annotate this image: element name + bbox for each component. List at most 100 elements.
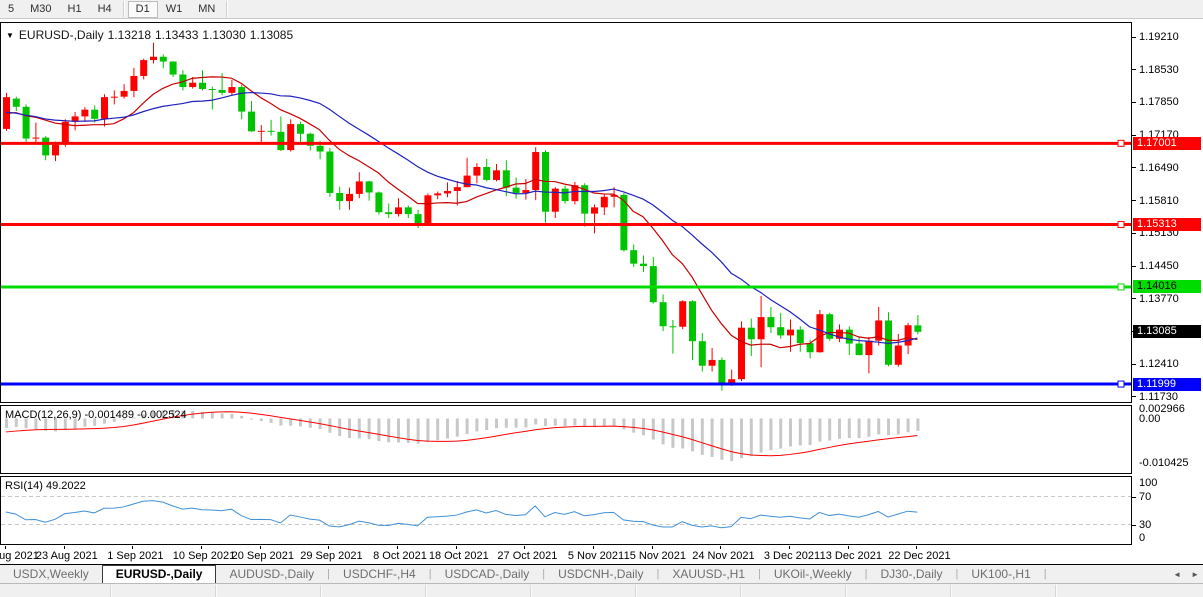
hline-price-label: 1.17001 <box>1133 136 1201 150</box>
status-pane-separator <box>950 585 952 597</box>
macd-indicator-panel[interactable]: MACD(12,26,9) -0.001489 -0.002524 <box>0 405 1132 474</box>
date-tick <box>201 546 202 549</box>
date-label: 5 Nov 2021 <box>567 550 625 562</box>
main-chart-panel[interactable]: ▼ EURUSD-,Daily 1.13218 1.13433 1.13030 1.130… <box>0 22 1132 403</box>
price-axis: 1.19210 1.18530 1.17850 1.17170 1.16490 1.158… <box>1132 22 1203 546</box>
price-tick <box>1132 363 1136 365</box>
hline-price-label: 1.14016 <box>1133 280 1201 294</box>
timeframe-button-mn[interactable]: MN <box>198 2 216 15</box>
date-label: 20 Sep 2021 <box>231 550 294 562</box>
date-tick <box>524 546 526 549</box>
date-label: 3 Dec 2021 <box>763 550 821 562</box>
tab-uk100-h1[interactable]: UK100-,H1 <box>971 567 1031 581</box>
ohlc-open: 1.13218 <box>107 28 151 42</box>
price-tick-label: 1.13770 <box>1139 292 1179 305</box>
date-tick <box>720 546 722 549</box>
timeframe-button-m30[interactable]: M30 <box>30 2 52 15</box>
tab-separator: | <box>656 568 660 580</box>
tab-audusd-daily[interactable]: AUDUSD-,Daily <box>229 567 315 581</box>
hline-price-label: 1.11999 <box>1133 377 1201 391</box>
price-tick <box>1132 167 1136 169</box>
tab-scroll-left-icon[interactable]: ◄ <box>1173 569 1182 579</box>
symbol-dropdown-arrow-icon[interactable]: ▼ <box>6 31 14 40</box>
macd-canvas[interactable] <box>1 406 1131 473</box>
rsi-indicator-panel[interactable]: RSI(14) 49.2022 <box>0 476 1132 545</box>
price-tick <box>1132 298 1136 300</box>
date-tick <box>593 546 594 549</box>
timeframe-button-h1[interactable]: H1 <box>67 2 82 15</box>
timeframe-button-d1[interactable]: D1 <box>127 0 158 18</box>
hline-handle-icon[interactable] <box>1117 221 1125 229</box>
tab-scroll-controls: ◄ ► <box>1173 565 1199 583</box>
date-label: 10 Sep 2021 <box>172 550 236 562</box>
price-tick-label: 1.11730 <box>1139 390 1178 403</box>
tab-scroll-right-icon[interactable]: ► <box>1191 569 1199 579</box>
price-tick-label: 1.15810 <box>1139 194 1179 207</box>
macd-axis-label: 0.00 <box>1139 413 1161 425</box>
ohlc-close: 1.13085 <box>249 28 294 42</box>
rsi-axis-label: 70 <box>1139 490 1152 503</box>
tab-xauusd-h1[interactable]: XAUUSD-,H1 <box>672 567 745 581</box>
rsi-axis-label: 30 <box>1139 518 1152 531</box>
status-bar <box>0 583 1203 597</box>
status-pane-separator <box>320 585 322 597</box>
chart-tab-bar: USDX,Weekly EURUSD-,Daily AUDUSD-,Daily | US… <box>0 564 1203 584</box>
date-tick <box>132 546 134 549</box>
tab-usdcnh-daily[interactable]: USDCNH-,Daily <box>558 567 644 581</box>
date-label: 24 Nov 2021 <box>692 550 755 562</box>
hline-handle-icon[interactable] <box>1117 380 1125 388</box>
date-label: 27 Oct 2021 <box>497 550 558 562</box>
timeframe-toolbar: 5 M30 H1 H4 D1 W1 MN <box>0 0 1203 19</box>
macd-axis-label: 0.002966 <box>1139 403 1185 415</box>
date-label: 22 Dec 2021 <box>888 550 951 562</box>
price-tick-label: 1.14450 <box>1139 260 1179 273</box>
tab-usdx-weekly[interactable]: USDX,Weekly <box>13 567 89 581</box>
status-pane-separator <box>740 585 742 597</box>
toolbar-separator <box>122 1 125 17</box>
date-label: 1 Sep 2021 <box>107 550 164 562</box>
rsi-axis-label: 0 <box>1139 532 1146 544</box>
hline-price-label: 1.15313 <box>1133 218 1201 232</box>
date-tick <box>847 546 849 549</box>
price-tick-label: 1.17850 <box>1139 96 1179 109</box>
ma-fast-line <box>5 76 918 349</box>
tab-separator: | <box>542 568 546 580</box>
tab-eurusd-daily[interactable]: EURUSD-,Daily <box>101 565 217 584</box>
date-tick <box>789 546 790 549</box>
timeframe-button-h4[interactable]: H4 <box>97 2 112 15</box>
price-tick <box>1132 200 1136 202</box>
candlestick-chart-canvas[interactable] <box>1 23 1131 402</box>
timeframe-button-5[interactable]: 5 <box>8 2 15 15</box>
date-label: 15 Nov 2021 <box>623 550 686 562</box>
rsi-canvas[interactable] <box>1 477 1131 544</box>
date-tick <box>5 546 6 549</box>
hline-handle-icon[interactable] <box>1117 283 1125 291</box>
status-pane-separator <box>635 585 637 597</box>
tab-ukoil-weekly[interactable]: UKOil-,Weekly <box>773 567 852 581</box>
rsi-label: RSI(14) 49.2022 <box>5 480 86 492</box>
date-label: 23 Aug 2021 <box>35 550 98 562</box>
date-label: 8 Oct 2021 <box>373 550 427 562</box>
candles-layer <box>3 42 922 391</box>
timeframe-button-w1[interactable]: W1 <box>165 2 183 15</box>
tab-separator: | <box>1043 568 1047 580</box>
tab-dj30-daily[interactable]: DJ30-,Daily <box>880 567 943 581</box>
price-tick <box>1132 265 1136 267</box>
date-tick <box>916 546 918 549</box>
tab-usdchf-h4[interactable]: USDCHF-,H4 <box>343 567 416 581</box>
hline-handle-icon[interactable] <box>1117 139 1125 147</box>
tab-usdcad-daily[interactable]: USDCAD-,Daily <box>444 567 530 581</box>
macd-axis-label: -0.010425 <box>1139 457 1189 469</box>
rsi-tick <box>1132 524 1136 526</box>
price-tick <box>1132 396 1136 398</box>
date-label: 13 Aug 2021 <box>0 550 39 562</box>
date-tick <box>328 546 330 549</box>
tab-separator: | <box>864 568 868 580</box>
date-tick <box>63 546 65 549</box>
price-tick <box>1132 232 1136 234</box>
date-tick <box>651 546 653 549</box>
status-pane-separator <box>425 585 427 597</box>
ohlc-low: 1.13030 <box>202 28 246 42</box>
